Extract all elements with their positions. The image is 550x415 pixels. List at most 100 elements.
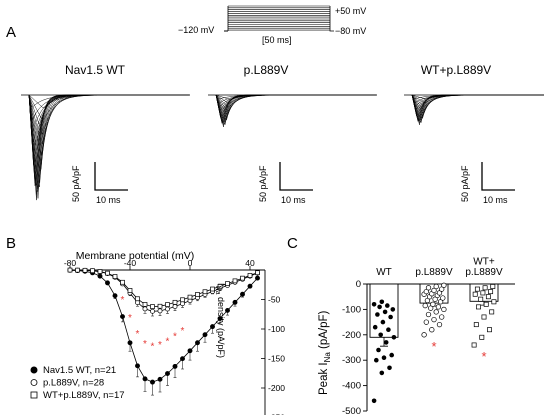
trace-sweep [411,94,544,117]
iv-y-label: INa density (pA/pF) [214,283,226,358]
bar-point [377,304,382,310]
scale-bar-l889v: 50 pA/pF 10 ms [258,162,313,205]
iv-star: * [121,295,125,306]
bar-point [440,295,446,301]
iv-point [172,299,178,305]
bar-point [387,365,392,371]
iv-point [165,371,170,376]
scale-y-l889v: 50 pA/pF [258,165,268,202]
trace-sweep [28,94,190,143]
iv-point [150,308,155,314]
iv-point [157,376,163,382]
bar-point [432,296,438,302]
bar-category-label: p.L889V [415,267,453,278]
trace-sweep [28,94,190,165]
bar-point [436,290,443,296]
iv-point [225,307,230,313]
trace-sweep [411,94,544,100]
legend-label: p.L889V, n=28 [43,378,104,389]
trace-sweep [28,94,190,156]
scale-x-l889v: 10 ms [281,195,306,205]
iv-point [180,356,185,362]
scale-bar-wt-l889v: 50 pA/pF 10 ms [460,162,515,205]
bar-point [430,301,436,307]
iv-point [105,280,110,286]
iv-star: * [136,329,140,340]
iv-point [150,379,155,385]
scale-y-wt: 50 pA/pF [71,165,81,202]
trace-title-wt: Nav1.5 WT [65,63,126,77]
bar-point [476,304,481,310]
bar-significance-star: * [481,349,486,364]
iv-star: * [173,331,177,342]
bar-point [379,299,385,305]
iv-point [232,278,238,284]
trace-sweep [28,94,190,145]
iv-point [202,332,208,338]
bar-point [437,299,444,305]
scale-bar-wt: 50 pA/pF 10 ms [71,162,128,205]
bar-y-tick-label: -300 [342,355,361,366]
iv-axes: -80 -40 0 40 -50 -100 -150 -200 -250 [64,258,285,415]
bar-significance-star: * [431,339,436,354]
bar-point [389,352,395,358]
iv-point [127,288,133,293]
protocol-duration-label: [50 ms] [262,35,292,45]
bar-point [439,314,445,320]
voltage-protocol: −120 mV +50 mV −80 mV [50 ms] [178,5,366,45]
trace-sweep [28,94,190,156]
bar-point [491,299,497,305]
bar-point [381,355,387,361]
iv-point [120,279,125,285]
iv-point [105,270,110,276]
iv-point [225,281,230,286]
iv-point [75,267,80,273]
legend-marker-open-square [30,391,38,399]
bar-point [472,291,478,297]
trace-sweep [28,94,190,122]
bar-point [378,332,384,338]
bar-point [429,327,435,333]
iv-point [67,267,73,273]
trace-sweep [28,94,190,109]
bar-point [422,302,428,309]
trace-sweep [411,94,544,121]
trace-sweep [411,94,544,123]
bar-point [423,319,429,325]
bar-point [385,303,390,308]
bar-point [421,332,427,338]
iv-points [67,267,260,385]
bar-point [436,321,443,328]
protocol-steps [224,5,334,32]
iv-point [172,304,178,309]
iv-point [120,314,125,319]
iv-star: * [181,326,185,337]
iv-point [157,303,163,309]
trace-sweep [411,94,544,117]
bar-point [482,285,488,291]
bar-category-label: WT [376,267,392,278]
legend-marker-open-circle [30,379,38,386]
iv-point [165,306,170,312]
iv-point [247,273,253,278]
iv-x-tick-label: -40 [124,258,137,268]
iv-point [187,348,193,354]
iv-point [240,291,245,297]
iv-y-tick-label: -200 [268,383,285,393]
bar-y-tick-label: 0 [356,279,361,290]
bar-point [441,282,447,288]
iv-point [172,363,178,369]
iv-y-tick-label: -150 [268,354,285,364]
bar-point [481,314,487,320]
trace-sweep [215,94,377,126]
bar-point [390,307,396,312]
trace-family-wt-l889v [404,94,544,125]
bar-point [489,309,495,315]
iv-point [247,283,253,289]
bar-point [380,319,386,325]
bar-point [478,296,484,302]
iv-star: * [158,340,162,351]
bar-y-tick-label: -200 [342,330,361,341]
iv-curve-panel: Membrane potential (mV) -80 -40 0 40 -50 -100… [30,250,285,415]
bar-category-label: WT+ [473,257,495,268]
